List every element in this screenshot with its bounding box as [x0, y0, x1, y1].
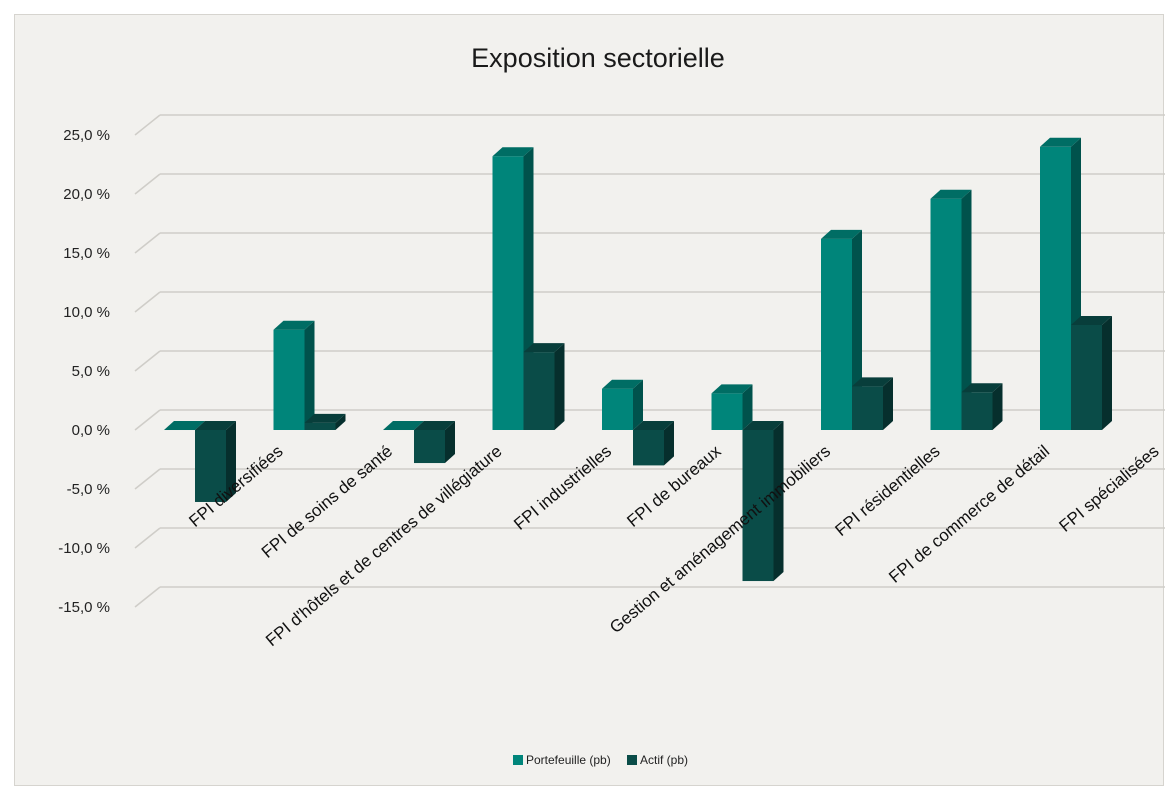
- bar-side: [633, 379, 643, 430]
- category-label: FPI d'hôtels et de centres de villégiatu…: [262, 442, 505, 651]
- bar-side: [335, 413, 346, 430]
- bar-top: [961, 383, 1003, 393]
- bar-top: [414, 421, 455, 430]
- grid-depth-line: [134, 586, 161, 608]
- bar-actif: [961, 383, 1003, 430]
- bar-top: [633, 421, 674, 430]
- bar-front: [492, 156, 524, 431]
- category-label: FPI spécialisées: [1056, 442, 1163, 536]
- bar-actif: [414, 421, 455, 464]
- bar-side: [992, 383, 1003, 430]
- bar-front: [930, 198, 962, 430]
- bar-top: [273, 320, 315, 330]
- bar-front: [961, 392, 993, 430]
- legend-swatch-portefeuille: [513, 755, 523, 765]
- bar-front: [821, 238, 852, 430]
- bar-side: [883, 377, 893, 430]
- bar-top: [492, 147, 534, 157]
- y-tick-label: -5,0 %: [67, 481, 110, 498]
- bar-top: [164, 421, 205, 430]
- legend: Portefeuille (pb) Actif (pb): [513, 753, 688, 767]
- bar-top: [195, 421, 236, 430]
- grid-depth-line: [134, 527, 161, 549]
- legend-label-portefeuille: Portefeuille (pb): [526, 753, 611, 767]
- bars: [164, 137, 1112, 582]
- bar-actif: [633, 421, 674, 466]
- bar-side: [664, 421, 674, 466]
- bar-side: [445, 421, 455, 464]
- bar-top: [711, 384, 753, 394]
- bar-front: [273, 329, 305, 430]
- y-tick-label: -15,0 %: [58, 599, 110, 616]
- bar-portefeuille: [383, 421, 424, 431]
- bar-actif: [742, 421, 784, 582]
- grid-depth-line: [134, 114, 161, 136]
- bar-front: [414, 430, 445, 464]
- bar-side: [742, 384, 753, 430]
- bar-side: [304, 320, 315, 430]
- bar-side: [554, 343, 565, 430]
- bar-top: [821, 229, 862, 239]
- grid-depth-line: [134, 468, 161, 490]
- bar-top: [1071, 315, 1112, 325]
- bar-top: [304, 413, 346, 423]
- bar-front: [523, 352, 555, 430]
- bar-actif: [523, 343, 565, 430]
- bar-actif: [304, 413, 346, 430]
- bar-front: [602, 388, 633, 430]
- bar-actif: [1071, 315, 1112, 430]
- bar-side: [226, 421, 236, 502]
- grid-depth-line: [134, 409, 161, 431]
- bar-top: [383, 421, 424, 430]
- y-tick-label: 25,0 %: [63, 127, 110, 144]
- y-tick-label: 20,0 %: [63, 186, 110, 203]
- y-axis-ticks: 25,0 % 20,0 % 15,0 % 10,0 % 5,0 % 0,0 % -5,0 %…: [58, 127, 110, 616]
- category-label: FPI résidentielles: [831, 442, 943, 540]
- grid-depth-line: [134, 350, 161, 372]
- bar-top: [602, 379, 643, 389]
- bar-side: [773, 421, 784, 582]
- chart-title: Exposition sectorielle: [471, 43, 725, 73]
- y-tick-label: 0,0 %: [72, 422, 110, 439]
- bar-portefeuille: [164, 421, 205, 431]
- grid-depth-line: [134, 173, 161, 195]
- grid-lines: [134, 114, 1165, 608]
- bar-portefeuille: [930, 189, 972, 430]
- bar-front: [852, 386, 883, 430]
- category-label: FPI industrielles: [510, 442, 615, 534]
- sector-exposure-chart: 25,0 % 20,0 % 15,0 % 10,0 % 5,0 % 0,0 % -5,0 %…: [58, 43, 1165, 767]
- bar-side: [961, 189, 972, 430]
- bar-front: [711, 393, 743, 430]
- bar-top: [852, 377, 893, 387]
- grid-depth-line: [134, 291, 161, 313]
- bar-side: [1102, 315, 1112, 430]
- category-label: Gestion et aménagement immobiliers: [606, 442, 834, 638]
- bar-front: [1071, 324, 1102, 430]
- legend-swatch-actif: [627, 755, 637, 765]
- bar-front: [195, 430, 226, 502]
- bar-portefeuille: [602, 379, 643, 430]
- y-tick-label: 10,0 %: [63, 304, 110, 321]
- y-tick-label: 5,0 %: [72, 363, 110, 380]
- y-tick-label: -10,0 %: [58, 540, 110, 557]
- bar-actif: [195, 421, 236, 502]
- bar-top: [1040, 137, 1081, 147]
- bar-front: [304, 422, 336, 430]
- bar-portefeuille: [273, 320, 315, 430]
- bar-actif: [852, 377, 893, 430]
- y-tick-label: 15,0 %: [63, 245, 110, 262]
- legend-label-actif: Actif (pb): [640, 753, 688, 767]
- bar-top: [742, 421, 784, 430]
- grid-depth-line: [134, 232, 161, 254]
- bar-front: [742, 430, 774, 582]
- bar-top: [930, 189, 972, 199]
- bar-front: [633, 430, 664, 466]
- bar-front: [1040, 146, 1071, 431]
- bar-portefeuille: [711, 384, 753, 430]
- bar-top: [523, 343, 565, 353]
- chart-frame: 25,0 % 20,0 % 15,0 % 10,0 % 5,0 % 0,0 % -5,0 %…: [14, 14, 1165, 786]
